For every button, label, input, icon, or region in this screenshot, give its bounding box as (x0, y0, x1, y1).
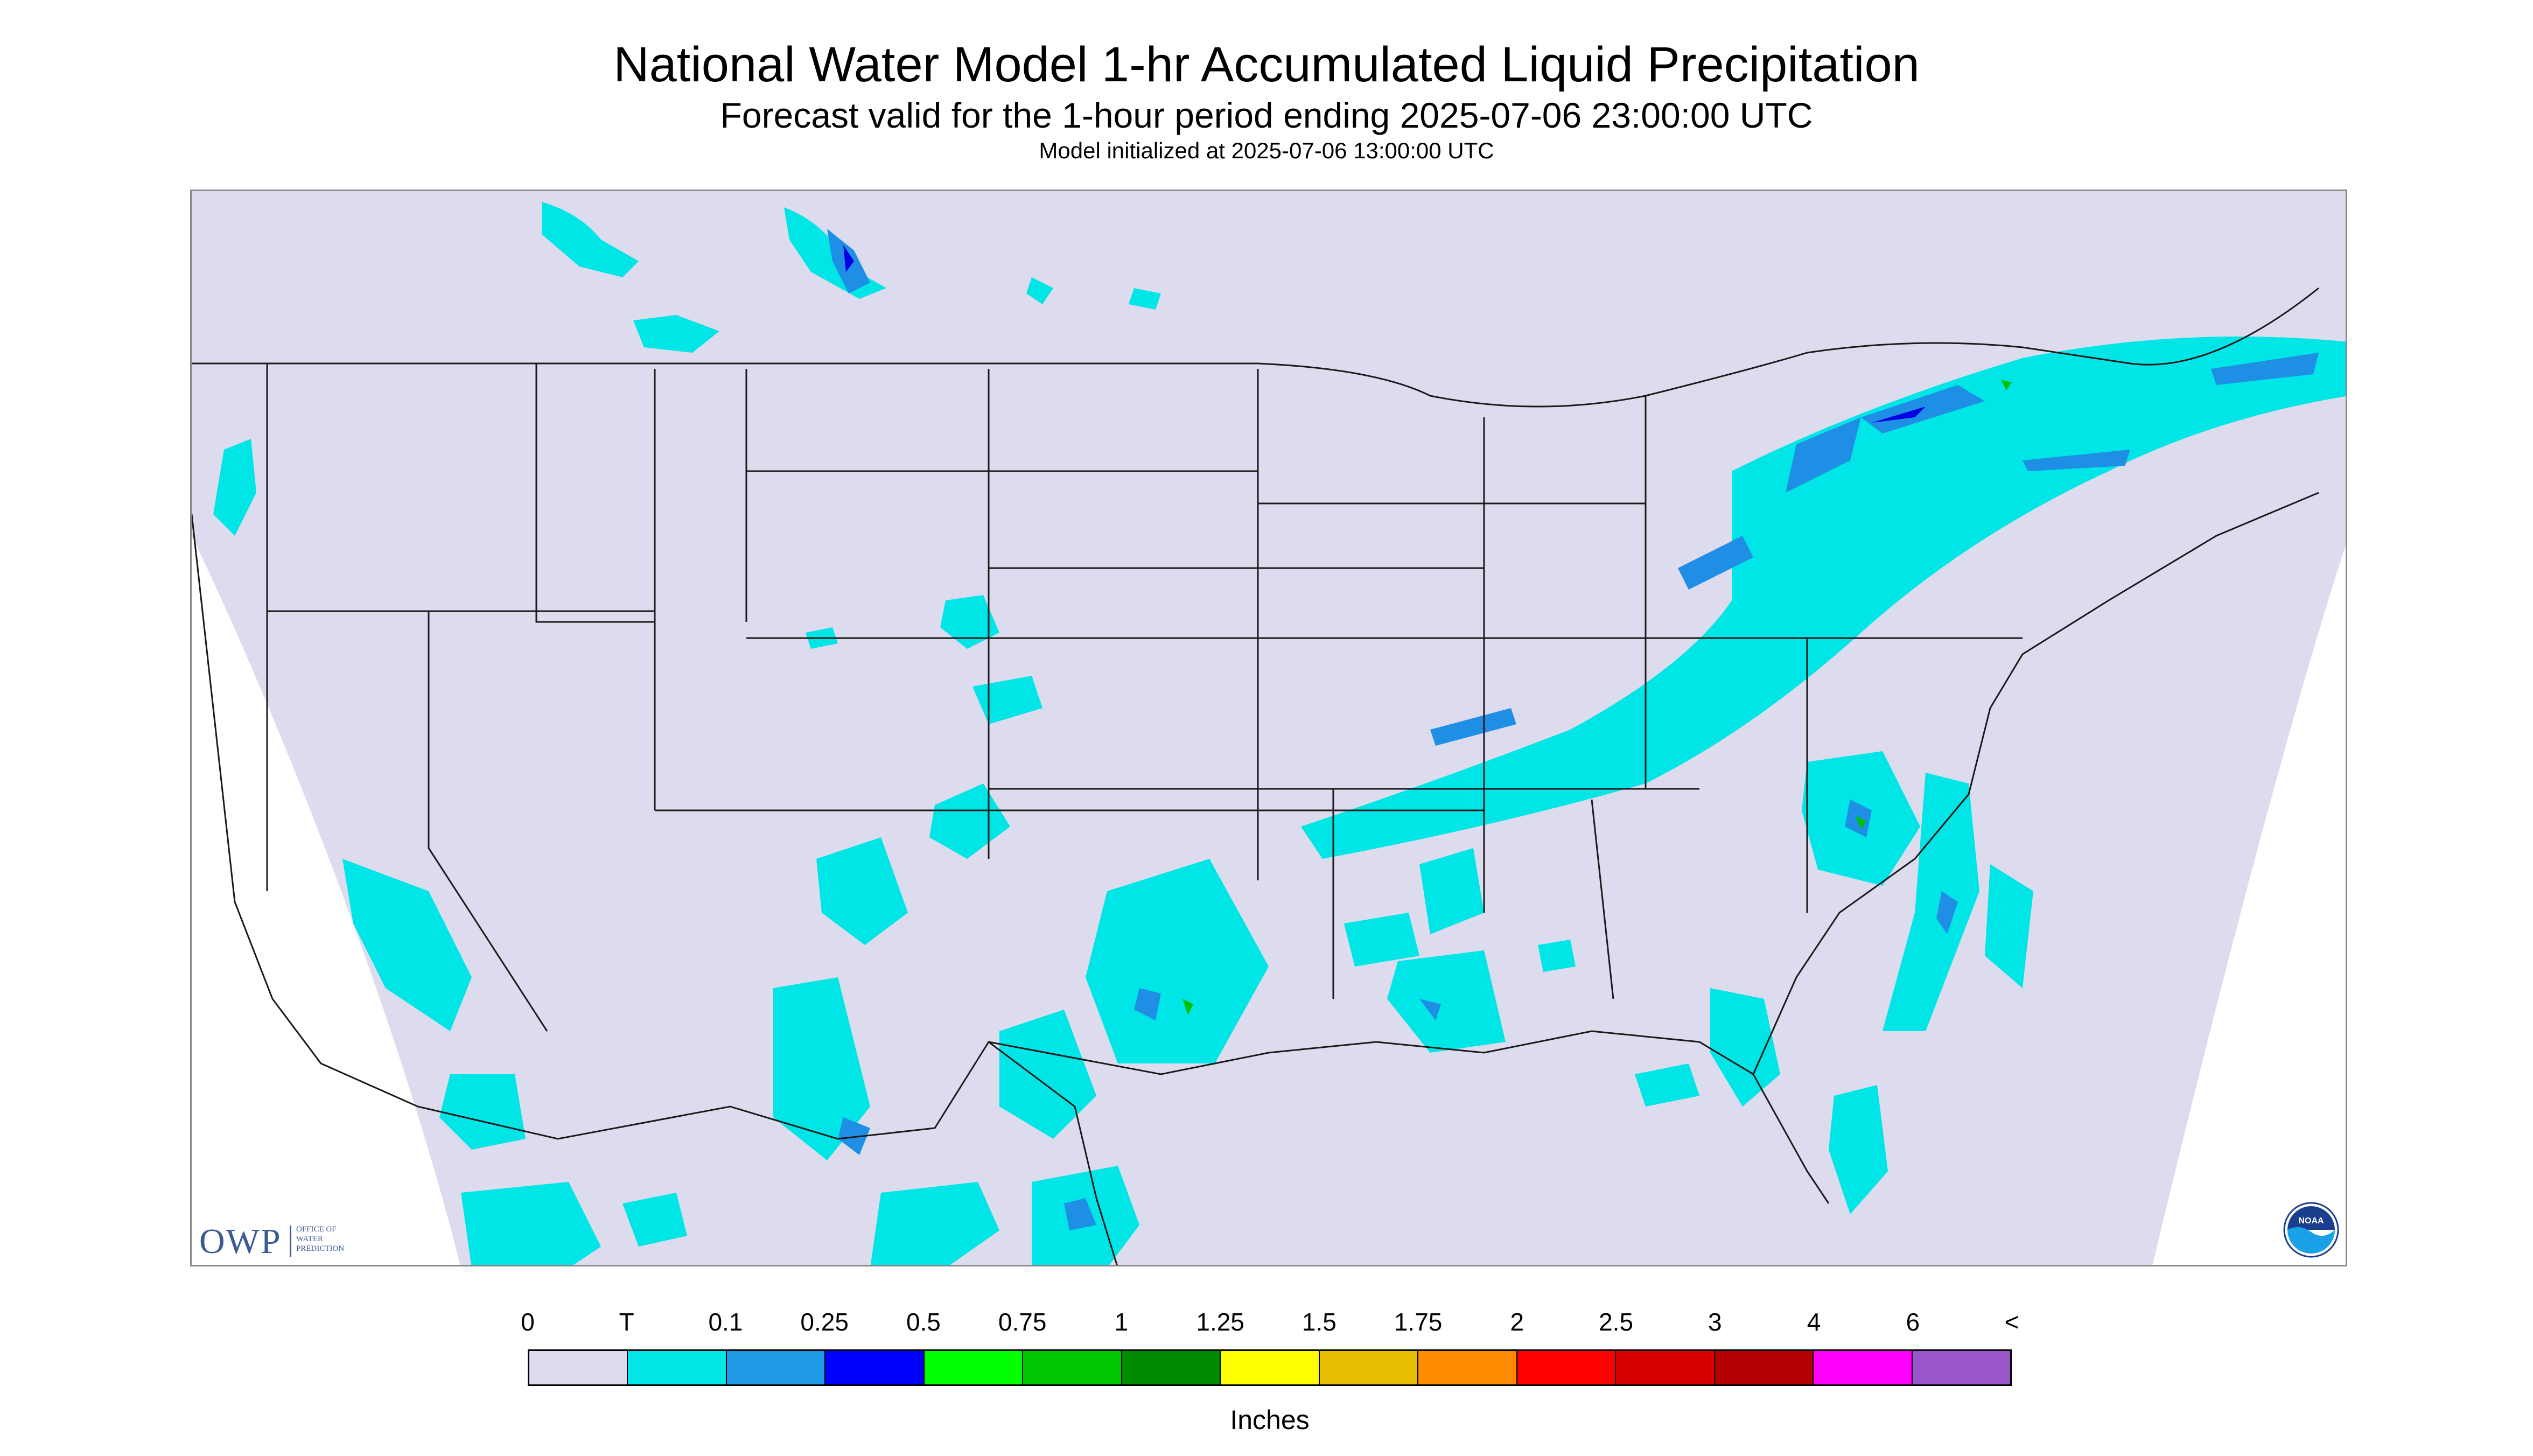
legend-color-bar (528, 1349, 2012, 1386)
legend-tick-label: 0 (521, 1308, 535, 1336)
legend-swatch-0 (529, 1351, 628, 1384)
legend-swatch-9 (1418, 1351, 1517, 1384)
precip-light-area-30 (622, 1193, 687, 1247)
precip-light-area-17 (1710, 988, 1780, 1107)
boundary-line-1 (192, 514, 1118, 1265)
page-title: National Water Model 1-hr Accumulated Li… (613, 37, 1920, 92)
precip-mid-area-5 (1678, 536, 1753, 590)
owp-logo-letters: OWP (199, 1222, 282, 1261)
legend-tick-label: 0.75 (998, 1308, 1047, 1336)
precip-light-area-12 (1985, 864, 2033, 988)
precip-mid-area-4 (2023, 450, 2130, 471)
legend-swatch-14 (1912, 1351, 2011, 1384)
precip-light-area-13 (1829, 1085, 1888, 1214)
legend-tick-label: 2 (1510, 1308, 1524, 1336)
legend-tick-label: 2.5 (1599, 1308, 1634, 1336)
precip-light-area-24 (999, 1010, 1096, 1139)
precip-green-area-0 (1182, 999, 1193, 1015)
legend-swatch-2 (726, 1351, 826, 1384)
legend-tick-label: 6 (1906, 1308, 1920, 1336)
legend-tick-label: 1.25 (1196, 1308, 1244, 1336)
legend-swatch-11 (1616, 1351, 1715, 1384)
precip-light-area-11 (1883, 773, 1979, 1031)
boundary-line-2 (988, 1030, 1830, 1204)
precip-mid-area-11 (838, 1117, 870, 1155)
precip-mid-area-3 (2211, 353, 2319, 385)
precip-mid-area-10 (1134, 988, 1161, 1020)
owp-logo-divider (290, 1226, 291, 1257)
legend-swatch-4 (924, 1351, 1024, 1384)
precipitation-legend: 0 T 0.1 0.25 0.5 0.75 1 1.25 1.5 1.75 2 2.5 3 4 6 < Inc… (521, 1292, 2019, 1435)
precip-light-area-22 (816, 837, 908, 945)
precip-green-area-1 (1856, 816, 1866, 829)
precip-light-area-25 (870, 1182, 999, 1265)
legend-swatch-6 (1122, 1351, 1221, 1384)
precip-light-area-6 (940, 595, 999, 649)
legend-tick-label: 1 (1114, 1308, 1129, 1336)
legend-swatch-13 (1814, 1351, 1913, 1384)
owp-logo-line-3: PREDICTION (296, 1244, 345, 1253)
legend-tick-label: < (2004, 1308, 2019, 1336)
precip-light-area-21 (929, 783, 1010, 859)
precip-light-area-0 (542, 202, 639, 277)
noaa-logo: NOAA (2283, 1202, 2339, 1258)
legend-swatch-10 (1517, 1351, 1617, 1384)
owp-logo-line-1: OFFICE OF (296, 1225, 337, 1234)
precip-light-area-4 (1129, 288, 1161, 310)
owp-logo-subtitle: OFFICE OF WATER PREDICTION (296, 1224, 377, 1254)
boundary-line-0 (192, 287, 2319, 408)
owp-logo: OWP OFFICE OF WATER PREDICTION (199, 1221, 377, 1261)
boundary-line-7 (428, 611, 548, 1032)
precip-light-area-7 (972, 676, 1042, 724)
precip-heavy-area-1 (1872, 407, 1926, 423)
precip-mid-area-12 (1064, 1198, 1096, 1230)
forecast-valid-subtitle: Forecast valid for the 1-hour period end… (720, 95, 1813, 135)
precip-light-area-18 (1538, 940, 1576, 972)
precip-light-area-23 (773, 977, 870, 1160)
model-init-line: Model initialized at 2025-07-06 13:00:00… (1039, 138, 1494, 163)
legend-tick-label: 4 (1807, 1308, 1821, 1336)
precip-green-area-2 (2001, 380, 2012, 390)
boundary-line-3 (1752, 492, 2319, 1075)
precip-light-area-27 (342, 859, 472, 1031)
legend-tick-label: 0.5 (906, 1308, 941, 1336)
owp-logo-line-2: WATER (296, 1235, 323, 1243)
precipitation-areas (213, 202, 2346, 1265)
legend-tick-label: 1.5 (1302, 1308, 1337, 1336)
legend-swatch-8 (1319, 1351, 1419, 1384)
legend-swatch-12 (1715, 1351, 1814, 1384)
precip-light-area-28 (439, 1074, 526, 1150)
legend-tick-label: 0.25 (800, 1308, 849, 1336)
precip-light-area-19 (1635, 1063, 1699, 1107)
political-boundaries (192, 287, 2319, 1265)
precip-mid-area-9 (1419, 999, 1441, 1020)
precip-light-area-14 (1419, 848, 1484, 934)
noaa-logo-text: NOAA (2298, 1216, 2324, 1226)
precip-light-area-15 (1344, 913, 1419, 967)
precip-light-area-20 (1086, 859, 1269, 1063)
precip-light-area-2 (633, 315, 719, 353)
legend-tick-label: 3 (1708, 1308, 1722, 1336)
map-canvas (192, 191, 2346, 1265)
precip-mid-area-1 (1786, 417, 1861, 493)
precipitation-map (190, 190, 2347, 1266)
legend-tick-label: T (619, 1308, 634, 1336)
precip-light-area-29 (461, 1182, 601, 1265)
boundary-line-21 (1591, 799, 1614, 999)
legend-swatch-1 (628, 1351, 727, 1384)
legend-swatch-5 (1023, 1351, 1122, 1384)
precip-mid-area-8 (1936, 891, 1958, 934)
legend-swatch-7 (1221, 1351, 1320, 1384)
legend-swatch-3 (825, 1351, 925, 1384)
precip-light-area-16 (1387, 950, 1506, 1053)
precip-mid-area-6 (1430, 708, 1516, 746)
boundary-line-5 (535, 363, 655, 623)
legend-tick-label: 0.1 (708, 1308, 743, 1336)
precip-heavy-area-0 (843, 245, 854, 272)
legend-units-label: Inches (1230, 1405, 1310, 1435)
precip-light-area-5 (213, 439, 256, 536)
precip-light-area-3 (1026, 277, 1053, 304)
legend-tick-label: 1.75 (1394, 1308, 1443, 1336)
